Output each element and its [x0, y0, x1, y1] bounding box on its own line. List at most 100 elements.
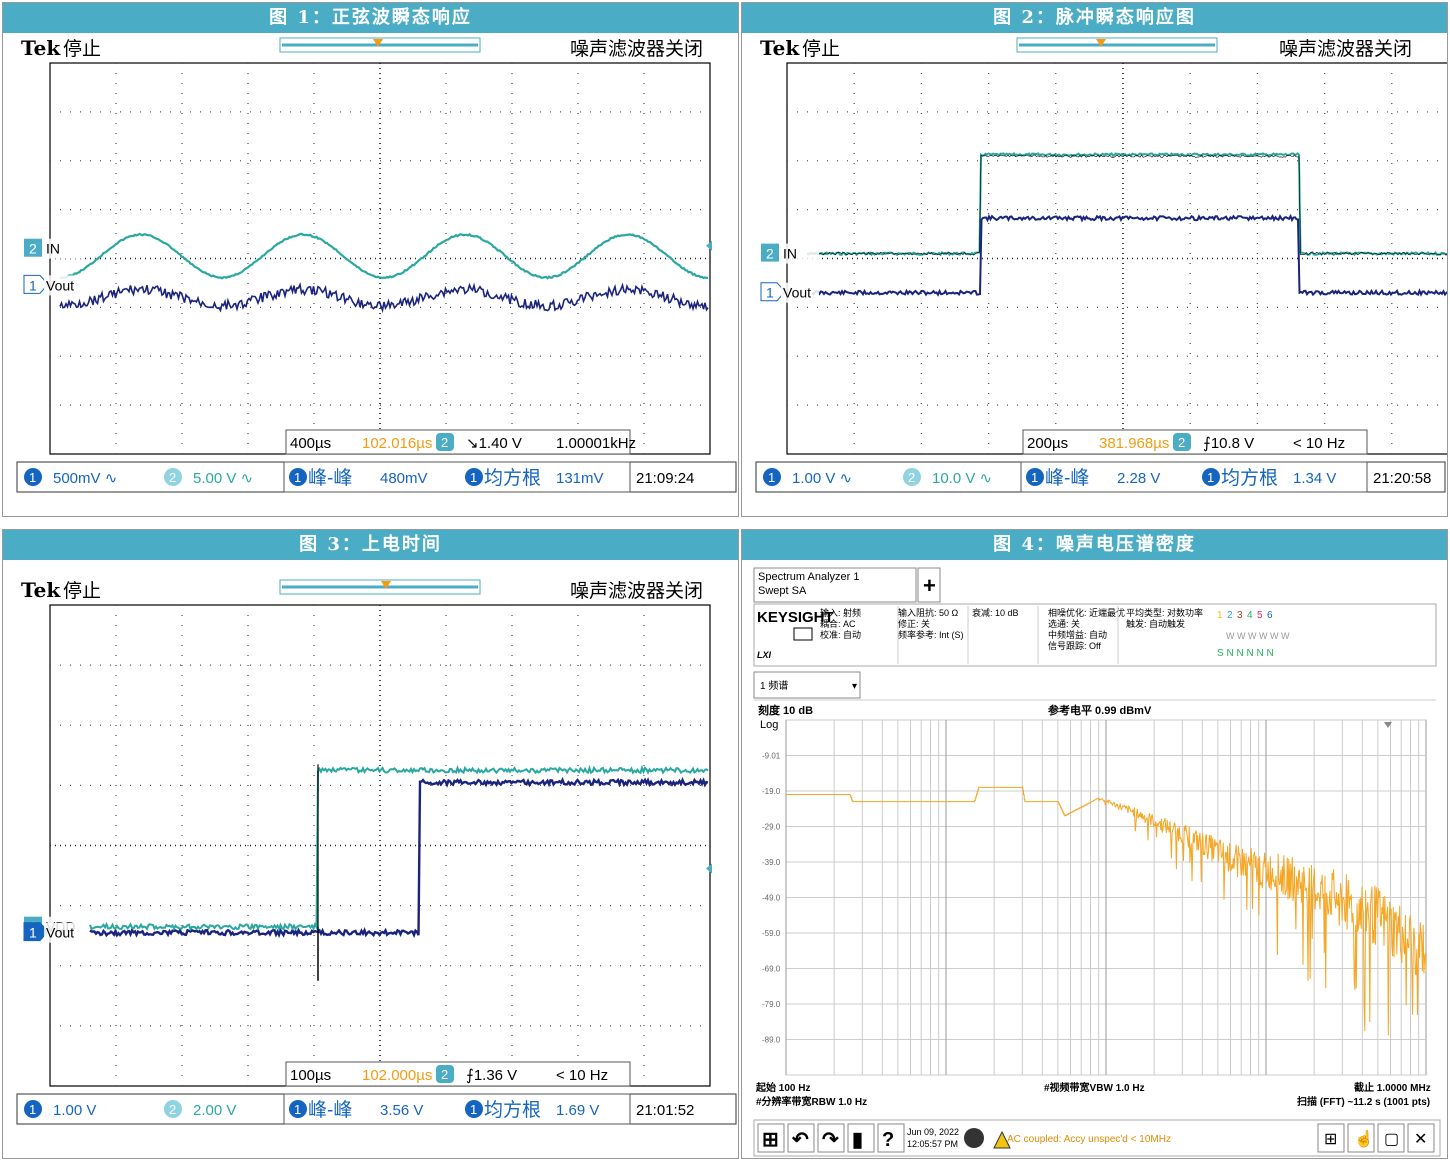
ch1-badge	[24, 468, 42, 486]
ch1-scale: 1.00 V	[53, 1102, 96, 1119]
redo-button[interactable]	[817, 1123, 845, 1153]
panel-sine: 图 1：正弦波瞬态响应 Tek 停止 噪声滤波器关闭 2 IN 1 Vout 400µs 102…	[2, 2, 739, 517]
trigger-level-icon	[706, 240, 712, 251]
timebase-value: 200µs	[1027, 435, 1068, 452]
graticule	[49, 62, 711, 455]
scope-screen: Tek 停止 噪声滤波器关闭 2 IN 1 Vout 400µs 102.016µs 2 ↘1.40…	[3, 33, 738, 516]
panel-noise: 图 4：噪声电压谱密度 Spectrum Analyzer 1 Swept SA +…	[741, 529, 1448, 1159]
status-label: 停止	[63, 38, 101, 60]
meas1-badge	[1026, 468, 1044, 486]
marker-icon	[1384, 722, 1392, 728]
trace-IN	[806, 152, 1447, 257]
meas1-badge-num: 1	[1031, 470, 1038, 485]
record-bar	[1016, 37, 1218, 53]
ch2-scale: 5.00 V ∿	[193, 470, 253, 487]
warning-icon	[993, 1130, 1011, 1149]
meas2-badge	[465, 1100, 483, 1118]
noise-filter-label: 噪声滤波器关闭	[570, 38, 703, 60]
noise-filter-label: 噪声滤波器关闭	[570, 580, 703, 602]
measurement-box	[1020, 461, 1368, 493]
add-tab-button[interactable]	[917, 567, 941, 603]
brand-label: Tek	[21, 578, 61, 602]
ch2-badge	[903, 468, 921, 486]
add-tab-icon: +	[923, 573, 936, 598]
timebase-readout	[1022, 429, 1368, 455]
clock-value: 21:01:52	[636, 1102, 694, 1119]
channel-label: Vout	[46, 277, 74, 293]
meas1-value: 480mV	[380, 470, 428, 487]
meas2-label: 均方根	[484, 467, 541, 489]
windows-icon: ⊞	[762, 1129, 779, 1151]
chat-icon[interactable]	[793, 627, 813, 641]
fullscreen-button[interactable]	[1407, 1123, 1435, 1153]
frequency-value: < 10 Hz	[1293, 435, 1345, 452]
view-dropdown-label: 1 频谱	[760, 679, 788, 692]
panel-pulse: 图 2：脉冲瞬态响应图 Tek 停止 噪声滤波器关闭 2 IN 1 Vout 200µs 381…	[741, 2, 1448, 517]
vbw-label: #视频带宽VBW 1.0 Hz	[1044, 1081, 1145, 1094]
setting-text: 衰减: 10 dB	[972, 607, 1019, 618]
trace-number: 4	[1247, 610, 1253, 621]
panel-title: 图 1：正弦波瞬态响应	[3, 3, 738, 33]
channel-label-bg	[44, 275, 82, 296]
ch1-badge	[24, 1100, 42, 1118]
meas2-value: 1.69 V	[556, 1102, 599, 1119]
trigger-channel-badge	[1173, 433, 1191, 451]
y-tick-label: -79.0	[762, 1000, 781, 1009]
undo-icon: ↶	[791, 1129, 809, 1151]
status-label: 停止	[802, 38, 840, 60]
sa-tab[interactable]	[753, 567, 917, 603]
meas1-label: 峰-峰	[308, 467, 352, 489]
ch1-badge	[763, 468, 781, 486]
lxi-logo: LXI	[757, 650, 772, 660]
setting-text: 输入阻抗: 50 Ω	[898, 607, 959, 618]
trace-VDD	[89, 764, 709, 932]
channel-number: 1	[766, 285, 774, 301]
channel-label: IN	[46, 241, 60, 257]
timebase-readout	[285, 429, 631, 455]
y-tick-label: -39.0	[762, 858, 781, 867]
ch2-scale: 2.00 V	[193, 1102, 236, 1119]
trigger-channel-badge	[436, 1065, 454, 1083]
y-tick-label: -49.0	[762, 894, 781, 903]
windows-button[interactable]	[757, 1123, 785, 1153]
meas2-badge	[1202, 468, 1220, 486]
noise-filter-label: 噪声滤波器关闭	[1279, 38, 1412, 60]
ch2-badge-num: 2	[908, 470, 915, 485]
help-button[interactable]	[877, 1123, 905, 1153]
channel-number: 2	[29, 241, 37, 257]
setting-text: 选通: 关	[1048, 618, 1080, 629]
trace-number: 1	[1217, 610, 1223, 621]
setting-text: 平均类型: 对数功率	[1126, 607, 1203, 618]
undo-button[interactable]	[787, 1123, 815, 1153]
scope-screen: Tek 停止 噪声滤波器关闭 2 IN 1 Vout 200µs 381.968µs 2 ⨍10.8…	[742, 33, 1447, 516]
message-icon[interactable]	[964, 1128, 984, 1148]
channel-label-bg	[44, 238, 82, 259]
setting-text: 相噪优化: 近端最优	[1048, 607, 1125, 618]
trigger-channel: 2	[441, 435, 448, 450]
touch-button[interactable]	[1347, 1123, 1375, 1153]
window-button[interactable]	[1377, 1123, 1405, 1153]
meas2-value: 131mV	[556, 470, 604, 487]
rbw-label: #分辨率带宽RBW 1.0 Hz	[756, 1095, 867, 1108]
trace-type: W W W W W W	[1226, 631, 1290, 641]
log-label: Log	[760, 719, 778, 731]
ch2-badge-num: 2	[169, 1102, 176, 1117]
sa-name: Spectrum Analyzer 1	[758, 571, 860, 583]
timebase-value: 100µs	[290, 1067, 331, 1084]
clock-value: 21:20:58	[1373, 470, 1431, 487]
spectrum-trace	[786, 786, 1427, 1036]
meas1-value: 3.56 V	[380, 1102, 423, 1119]
trigger-position-value: 102.016µs	[362, 435, 432, 452]
meas1-label: 峰-峰	[308, 1099, 352, 1121]
y-tick-label: -19.0	[762, 787, 781, 796]
grid-view-button[interactable]	[1317, 1123, 1345, 1153]
channel-marker-1: 1 Vout	[23, 922, 82, 943]
file-button[interactable]	[847, 1123, 875, 1153]
channel-number: 1	[29, 277, 37, 293]
view-dropdown[interactable]	[753, 671, 861, 699]
trigger-level-value: ⨍10.8 V	[1203, 435, 1254, 452]
panel-title: 图 2：脉冲瞬态响应图	[742, 3, 1447, 33]
time-label: 12:05:57 PM	[907, 1139, 958, 1149]
sweep-label: 扫描 (FFT) ~11.2 s (1001 pts)	[1297, 1095, 1430, 1108]
channel-marker-2: 2 IN	[761, 243, 819, 264]
